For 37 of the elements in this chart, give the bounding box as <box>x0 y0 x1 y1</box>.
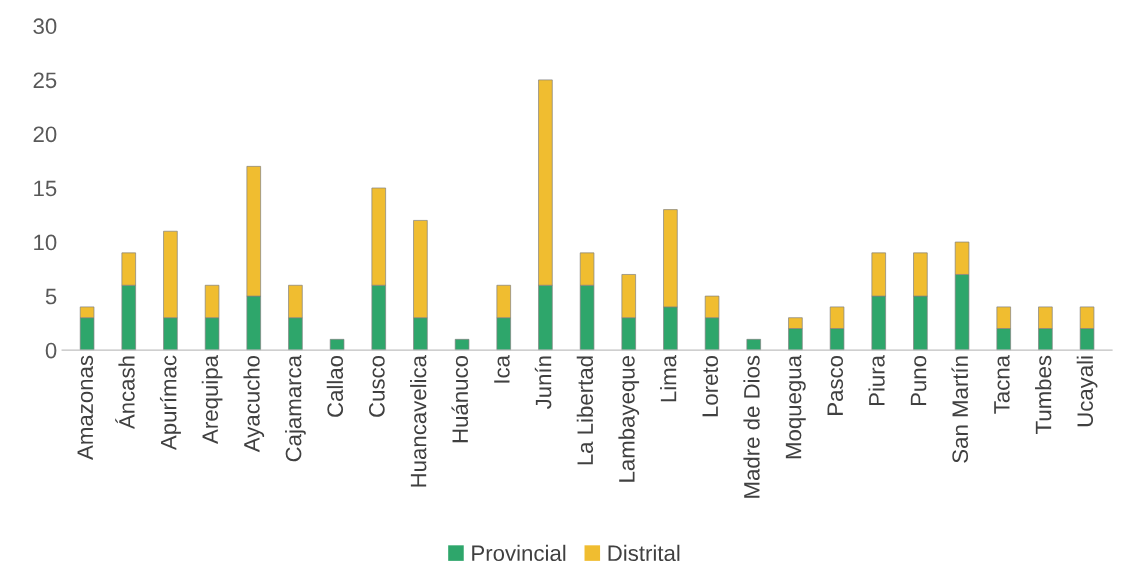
y-tick-label: 15 <box>34 180 57 197</box>
legend-label: Provincial <box>472 544 566 562</box>
x-tick-label: Huancavelica <box>410 355 427 487</box>
x-tick-label: Cajamarca <box>285 355 306 462</box>
y-tick-label: 25 <box>33 72 57 89</box>
y-tick-label: 20 <box>33 126 57 143</box>
x-tick-label: Tacna <box>994 355 1010 414</box>
x-tick-label: Loreto <box>702 355 719 417</box>
x-tick-label: Callao <box>326 355 344 417</box>
x-tick-label: Arequipa <box>201 355 223 444</box>
x-tick-label: Ica <box>494 355 510 383</box>
x-tick-label: Apurímac <box>159 355 181 451</box>
x-tick-label: Amazonas <box>77 355 94 460</box>
x-tick-label: Lambayeque <box>618 355 640 482</box>
x-tick-label: Tumbes <box>1035 355 1052 434</box>
y-tick-label: 30 <box>33 18 57 35</box>
y-tick-label: 10 <box>34 234 57 251</box>
bar <box>454 338 470 351</box>
x-tick-label: Ucayali <box>1076 356 1098 427</box>
x-tick-label: Pasco <box>827 355 844 415</box>
x-tick-label: Piura <box>868 355 885 406</box>
x-tick-label: Áncash <box>115 356 135 430</box>
y-tick-label: 0 <box>45 342 57 359</box>
x-tick-label: Ayacucho <box>243 355 265 453</box>
x-tick-label: Lima <box>660 355 677 402</box>
x-tick-label: San Martín <box>951 356 969 463</box>
bar <box>746 338 761 351</box>
y-tick-label: 5 <box>45 288 57 305</box>
x-tick-label: Cusco <box>368 355 385 417</box>
x-tick-label: La Libertad <box>576 356 594 465</box>
x-tick-label: Puno <box>910 355 927 406</box>
legend-label: Distrital <box>608 544 680 562</box>
x-tick-label: Moquegua <box>785 354 806 459</box>
x-tick-label: Junín <box>534 356 552 410</box>
x-tick-label: Madre de Dios <box>743 355 760 498</box>
x-tick-label: Huánuco <box>451 355 469 443</box>
bar <box>329 338 345 351</box>
